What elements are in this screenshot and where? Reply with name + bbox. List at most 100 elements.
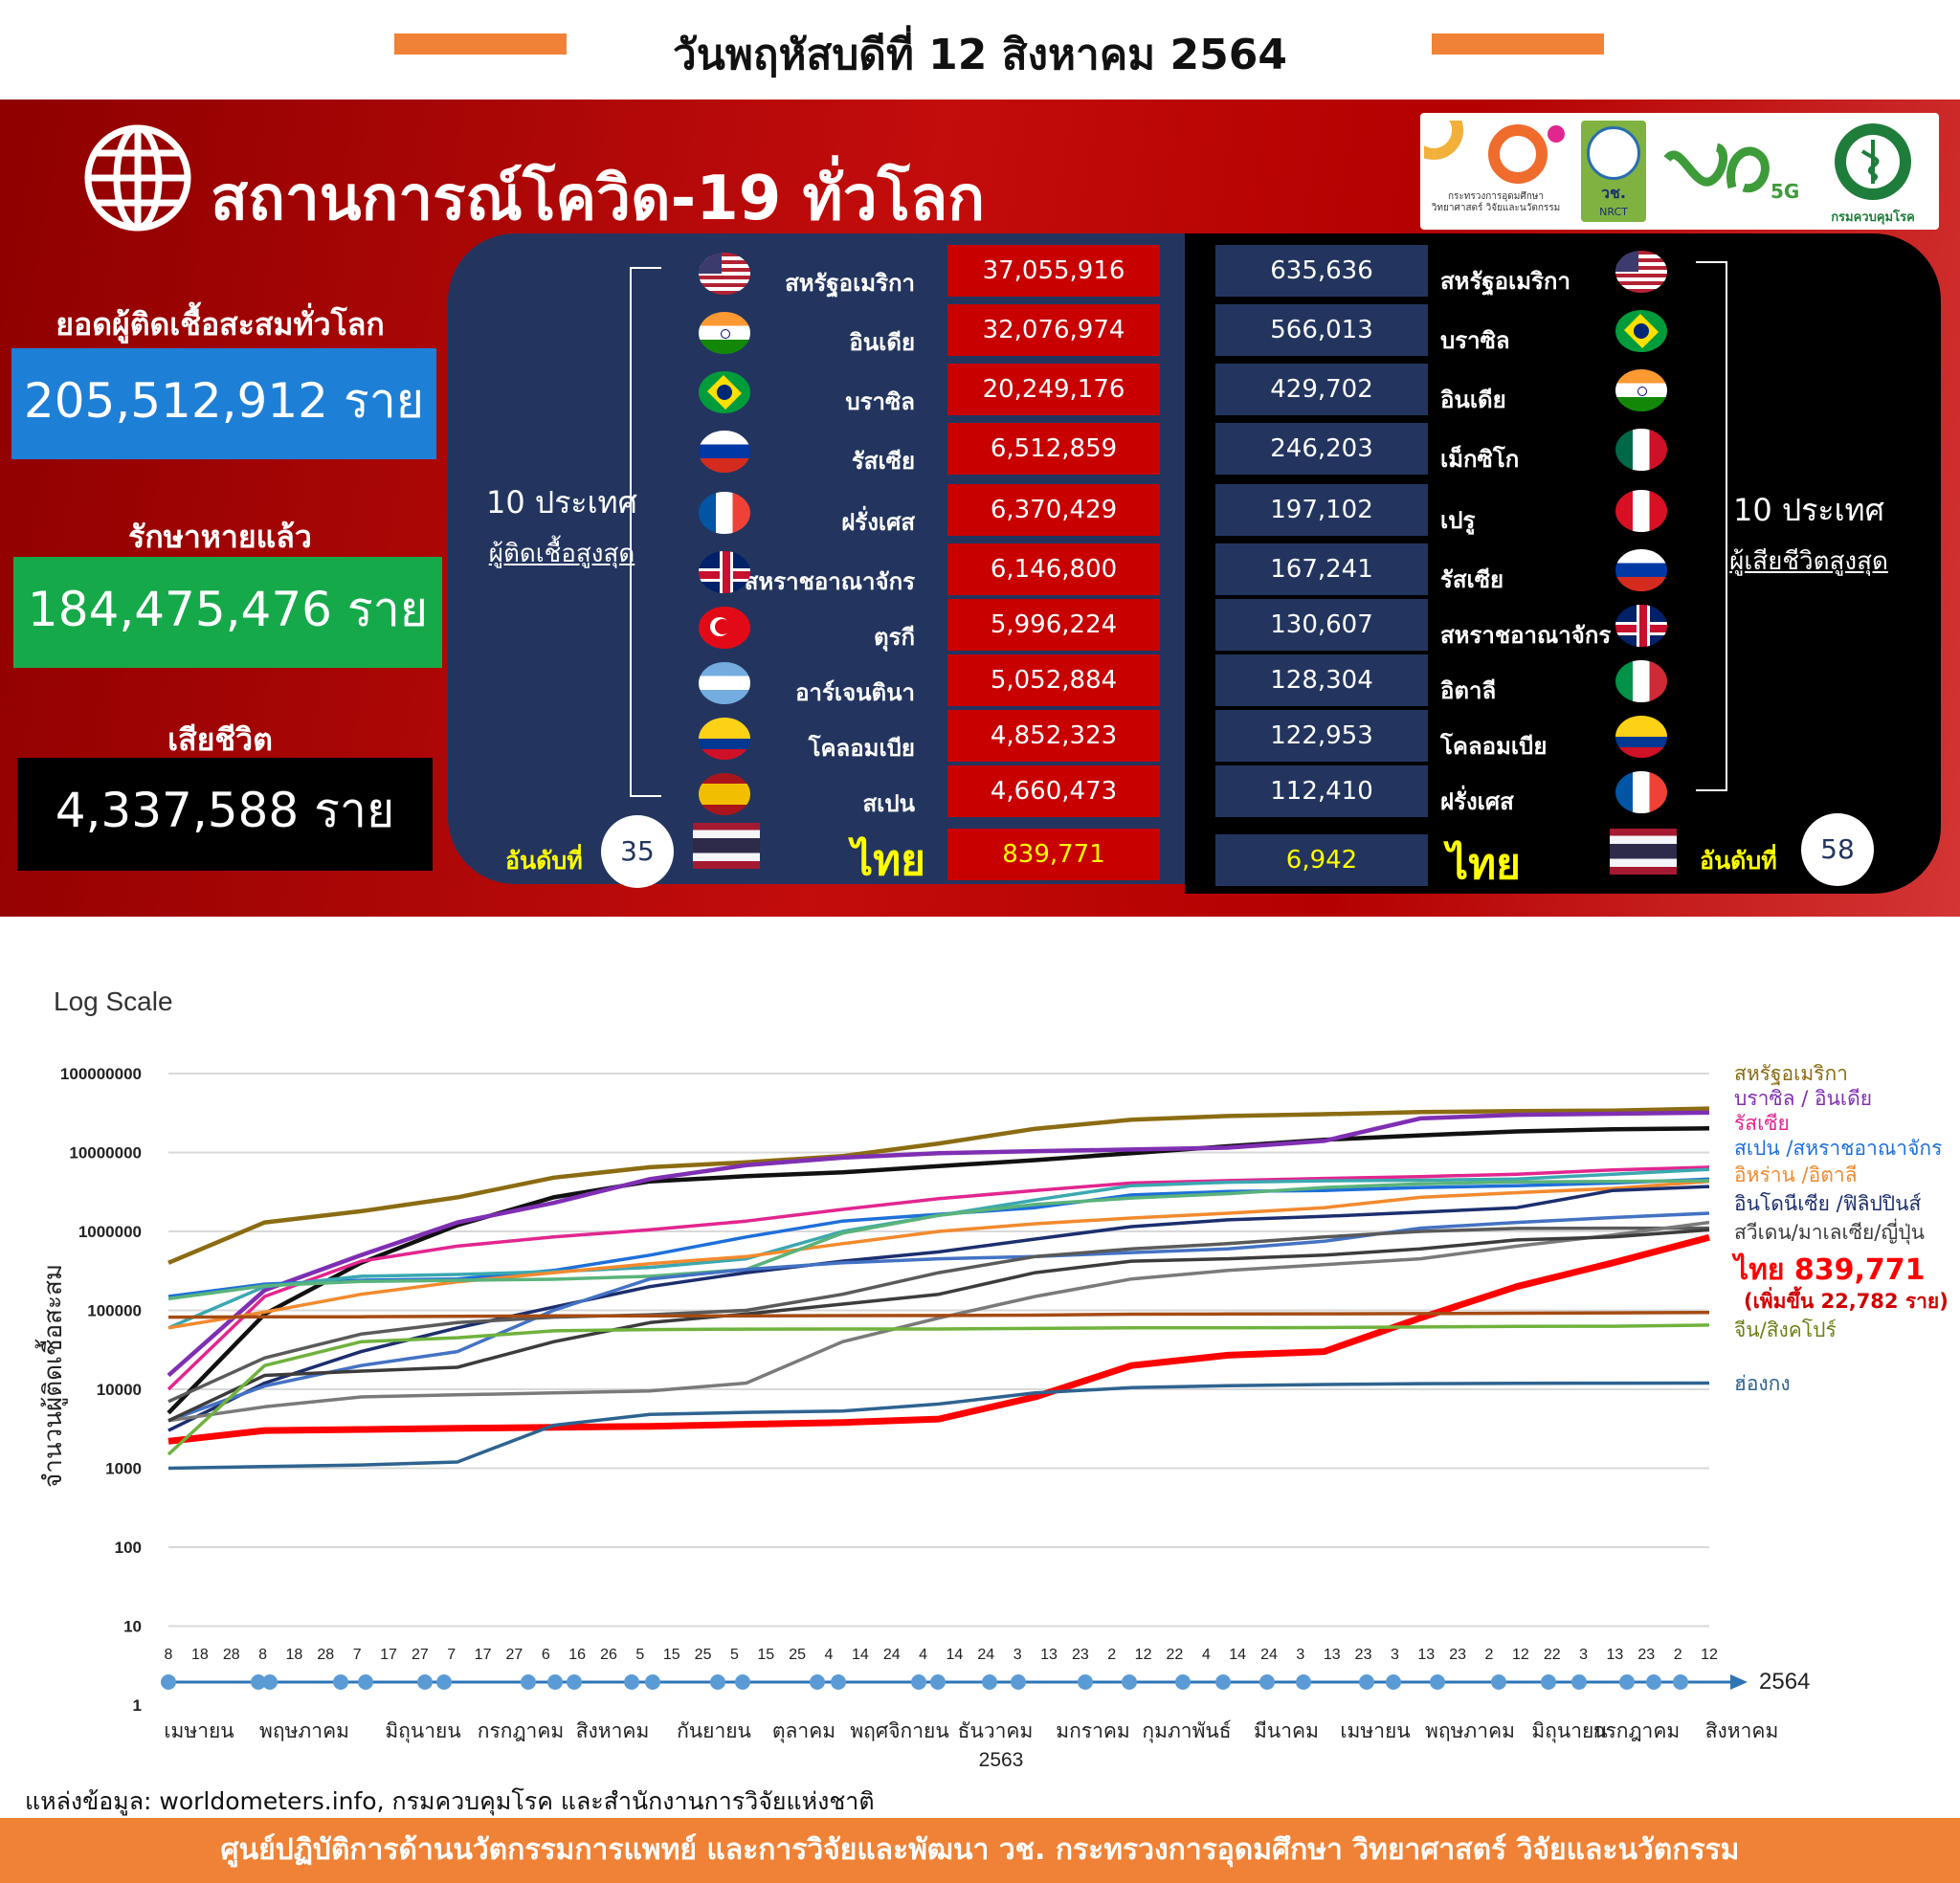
cases-rank-circle: 35 — [601, 815, 674, 888]
timeline-dot — [982, 1674, 997, 1690]
x-day-tick: 13 — [1417, 1647, 1435, 1663]
deaths-country-name: สหรัฐอเมริกา — [1440, 268, 1570, 295]
legend-item: อิหร่าน /อิตาลี — [1734, 1163, 1858, 1186]
x-day-tick: 2 — [1485, 1647, 1494, 1663]
x-day-tick: 5 — [635, 1647, 644, 1663]
cases-bracket — [630, 267, 661, 797]
deaths-country-name: อินเดีย — [1440, 387, 1506, 413]
x-day-tick: 25 — [695, 1647, 712, 1663]
x-day-tick: 27 — [506, 1647, 523, 1663]
date-decoration-left — [394, 33, 567, 55]
russia-flag-icon — [699, 431, 750, 473]
year-end-label: 2564 — [1759, 1669, 1810, 1695]
timeline-dot — [436, 1674, 452, 1690]
france-flag-icon — [699, 492, 750, 534]
peru-flag-icon — [1615, 490, 1667, 532]
recovered-value: 184,475,476 ราย — [13, 557, 442, 668]
cases-value: 4,660,473 — [947, 765, 1160, 817]
series-line-สหรัฐอเมริกา — [167, 1106, 1710, 1265]
x-day-tick: 2 — [1674, 1647, 1682, 1663]
x-month-label: สิงหาคม — [1705, 1720, 1779, 1742]
x-day-tick: 3 — [1579, 1647, 1588, 1663]
timeline-dot — [1541, 1674, 1556, 1690]
x-month-label: กันยายน — [677, 1720, 751, 1742]
x-day-tick: 27 — [412, 1647, 429, 1663]
thailand-deaths-label: ไทย — [1447, 840, 1521, 889]
x-month-label: พฤศจิกายน — [850, 1720, 948, 1742]
deaths-rank-label: อันดับที่ — [1700, 847, 1777, 875]
mhesi-caption: กระทรวงการอุดมศึกษา วิทยาศาสตร์ วิจัยและ… — [1431, 191, 1561, 213]
timeline-dot — [1430, 1674, 1445, 1690]
timeline-dot — [1646, 1674, 1661, 1690]
series-line-สเปน — [167, 1177, 1710, 1298]
partner-logos: กระทรวงการอุดมศึกษา วิทยาศาสตร์ วิจัยและ… — [1404, 100, 1939, 230]
deaths-country-name: บราซิล — [1440, 327, 1510, 354]
series-line-บราซิล — [167, 1126, 1710, 1415]
x-day-tick: 3 — [1296, 1647, 1304, 1663]
timeline-dot — [547, 1674, 563, 1690]
x-day-tick: 4 — [1202, 1647, 1211, 1663]
cases-country-name: อินเดีย — [849, 329, 915, 356]
x-day-tick: 16 — [568, 1647, 586, 1663]
timeline-dot — [1571, 1674, 1587, 1690]
x-day-tick: 24 — [977, 1647, 994, 1663]
x-day-tick: 13 — [1607, 1647, 1624, 1663]
x-day-tick: 3 — [1013, 1647, 1022, 1663]
timeline-dot — [624, 1674, 639, 1690]
x-day-tick: 23 — [1355, 1647, 1372, 1663]
top-deaths-subtitle: ผู้เสียชีวิตสูงสุด — [1729, 547, 1888, 576]
brazil-flag-icon — [699, 371, 750, 413]
russia-flag-icon — [1615, 549, 1667, 591]
deaths-value: 4,337,588 ราย — [17, 758, 433, 871]
x-day-tick: 24 — [883, 1647, 901, 1663]
thailand-cases-label: ไทย — [852, 836, 925, 885]
top-deaths-title: 10 ประเทศ — [1733, 492, 1884, 528]
timeline-dot — [710, 1674, 725, 1690]
x-month-label: มกราคม — [1056, 1720, 1130, 1742]
page-title: สถานการณ์โควิด-19 ทั่วโลก — [211, 164, 985, 234]
legend-item: สเปน /สหราชอาณาจักร — [1734, 1137, 1943, 1160]
deaths-value: 167,241 — [1215, 543, 1428, 595]
deaths-value: 566,013 — [1215, 304, 1428, 356]
timeline-dot — [1011, 1674, 1026, 1690]
nrct-sub: NRCT — [1599, 206, 1628, 218]
timeline-dot — [645, 1674, 660, 1690]
deaths-country-name: สหราชอาณาจักร — [1440, 622, 1612, 649]
series-line-อิหร่าน — [167, 1179, 1710, 1330]
timeline-dot — [1122, 1674, 1137, 1690]
timeline-arrow-icon — [1730, 1674, 1748, 1690]
x-month-label: กรกฎาคม — [1593, 1720, 1681, 1742]
cases-country-name: สหราชอาณาจักร — [744, 568, 915, 595]
nrct-emblem-icon — [1587, 126, 1640, 180]
timeline-dot — [1215, 1674, 1231, 1690]
cases-value: 20,249,176 — [947, 364, 1160, 415]
log-scale-chart: Log Scale 1 10 100 1000 10000 100000 1000000 100… — [34, 986, 1810, 1771]
series-line-ฟิลิปปินส์ — [167, 1211, 1710, 1423]
spain-flag-icon — [699, 773, 750, 815]
x-day-tick: 23 — [1449, 1647, 1466, 1663]
timeline-dot — [161, 1674, 176, 1690]
x-day-tick: 8 — [165, 1647, 173, 1663]
y-tick-label: 1000000 — [78, 1223, 142, 1241]
series-line-ไทย — [167, 1233, 1710, 1445]
legend-item: ฮ่องกง — [1734, 1372, 1791, 1395]
timeline-dot — [831, 1674, 846, 1690]
timeline-dot — [735, 1674, 750, 1690]
timeline-dot — [262, 1674, 278, 1690]
india-flag-icon — [1615, 369, 1667, 411]
series-line-อินโดนีเซีย — [167, 1185, 1710, 1432]
cases-country-name: ตุรกี — [873, 624, 915, 651]
chart-title: Log Scale — [54, 986, 173, 1016]
x-month-label: ตุลาคม — [772, 1720, 835, 1743]
x-day-tick: 5 — [730, 1647, 739, 1663]
top-cases-subtitle: ผู้ติดเชื้อสูงสุด — [488, 540, 635, 568]
x-day-tick: 6 — [542, 1647, 550, 1663]
timeline-dot — [358, 1674, 373, 1690]
y-tick-label: 10000000 — [69, 1144, 142, 1163]
timeline-dot — [251, 1674, 266, 1690]
us-flag-icon — [699, 253, 750, 295]
deaths-value: 197,102 — [1215, 484, 1428, 536]
timeline-dot — [567, 1674, 582, 1690]
x-day-tick: 22 — [1544, 1647, 1561, 1663]
series-line-รัสเซีย — [167, 1165, 1710, 1391]
